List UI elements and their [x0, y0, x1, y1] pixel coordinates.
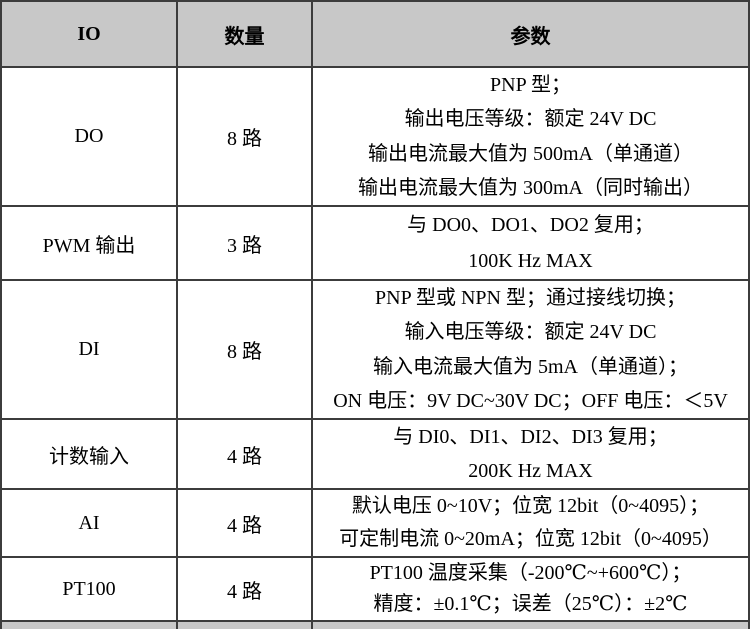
param-line: 输出电流最大值为 300mA（同时输出）	[358, 176, 703, 199]
qty-cell: 8 路	[178, 281, 313, 420]
param-line: 默认电压 0~10V；位宽 12bit（0~4095）；	[351, 495, 710, 517]
io-cell: PT100	[0, 558, 178, 622]
param-line: 200K Hz MAX	[468, 460, 593, 482]
qty-cell: 4 路	[178, 490, 313, 558]
table-row-ai: AI 4 路 默认电压 0~10V；位宽 12bit（0~4095）； 可定制电…	[0, 490, 750, 558]
header-params: 参数	[313, 0, 750, 68]
io-cell: PWM 输出	[0, 207, 178, 281]
cropped-cell	[0, 622, 178, 629]
param-cell: PT100 温度采集（-200℃~+600℃）； 精度：±0.1℃；误差（25℃…	[313, 558, 750, 622]
table-row-counter-input: 计数输入 4 路 与 DI0、DI1、DI2、DI3 复用； 200K Hz M…	[0, 420, 750, 490]
cropped-next-row-strip	[0, 622, 750, 629]
qty-cell: 3 路	[178, 207, 313, 281]
param-line: 输入电流最大值为 5mA（单通道）；	[373, 355, 688, 378]
header-io: IO	[0, 0, 178, 68]
param-line: 输出电压等级：额定 24V DC	[404, 108, 657, 131]
qty-cell: 8 路	[178, 68, 313, 207]
io-cell: 计数输入	[0, 420, 178, 490]
param-line: PT100 温度采集（-200℃~+600℃）；	[369, 562, 692, 584]
param-line: PNP 型；	[490, 74, 571, 97]
param-line: PNP 型或 NPN 型；通过接线切换；	[375, 287, 686, 310]
param-line: ON 电压：9V DC~30V DC；OFF 电压：＜5V	[333, 389, 728, 412]
param-cell: PNP 型或 NPN 型；通过接线切换； 输入电压等级：额定 24V DC 输入…	[313, 281, 750, 420]
table-row-di: DI 8 路 PNP 型或 NPN 型；通过接线切换； 输入电压等级：额定 24…	[0, 281, 750, 420]
table-header-row: IO 数量 参数	[0, 0, 750, 68]
header-qty: 数量	[178, 0, 313, 68]
param-cell: 默认电压 0~10V；位宽 12bit（0~4095）； 可定制电流 0~20m…	[313, 490, 750, 558]
param-cell: PNP 型； 输出电压等级：额定 24V DC 输出电流最大值为 500mA（单…	[313, 68, 750, 207]
param-line: 与 DI0、DI1、DI2、DI3 复用；	[393, 426, 668, 448]
table-row-pwm: PWM 输出 3 路 与 DO0、DO1、DO2 复用； 100K Hz MAX	[0, 207, 750, 281]
param-line: 精度：±0.1℃；误差（25℃）：±2℃	[373, 593, 688, 615]
param-line: 输出电流最大值为 500mA（单通道）	[368, 142, 693, 165]
cropped-cell	[313, 622, 750, 629]
io-cell: DI	[0, 281, 178, 420]
param-cell: 与 DO0、DO1、DO2 复用； 100K Hz MAX	[313, 207, 750, 281]
io-cell: DO	[0, 68, 178, 207]
io-cell: AI	[0, 490, 178, 558]
qty-cell: 4 路	[178, 558, 313, 622]
param-line: 100K Hz MAX	[468, 250, 593, 272]
param-line: 输入电压等级：额定 24V DC	[404, 321, 657, 344]
qty-cell: 4 路	[178, 420, 313, 490]
param-line: 可定制电流 0~20mA；位宽 12bit（0~4095）	[339, 528, 722, 550]
cropped-cell	[178, 622, 313, 629]
param-cell: 与 DI0、DI1、DI2、DI3 复用； 200K Hz MAX	[313, 420, 750, 490]
table-row-pt100: PT100 4 路 PT100 温度采集（-200℃~+600℃）； 精度：±0…	[0, 558, 750, 622]
table-row-do: DO 8 路 PNP 型； 输出电压等级：额定 24V DC 输出电流最大值为 …	[0, 68, 750, 207]
param-line: 与 DO0、DO1、DO2 复用；	[407, 214, 654, 236]
